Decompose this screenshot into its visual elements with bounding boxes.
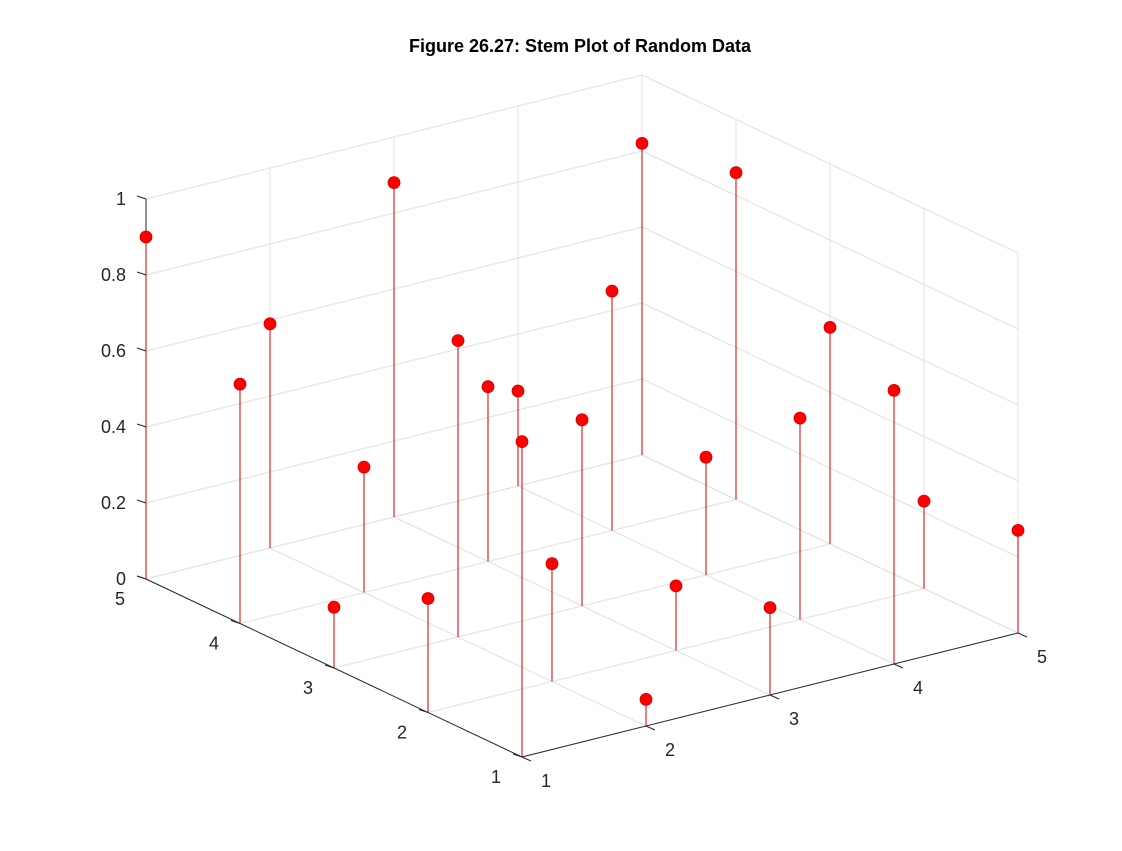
z-tick-mark xyxy=(136,423,147,428)
stem-marker xyxy=(515,435,529,449)
y-tick-mark xyxy=(324,664,335,669)
z-tick-label: 0.8 xyxy=(101,265,126,285)
y-tick-mark xyxy=(512,753,523,758)
x-tick-mark xyxy=(893,663,904,669)
stem-marker xyxy=(887,383,901,397)
z-tick-mark xyxy=(136,195,147,200)
stem-marker xyxy=(575,413,589,427)
z-tick-label: 1 xyxy=(116,189,126,209)
x-tick-label: 3 xyxy=(789,709,799,729)
y-tick-mark xyxy=(418,709,429,713)
stem-marker xyxy=(421,592,435,605)
stem-marker xyxy=(639,693,653,706)
x-tick-label: 4 xyxy=(913,678,923,698)
z-tick-label: 0.4 xyxy=(101,417,126,437)
x-tick-label: 2 xyxy=(665,740,675,760)
z-tick-label: 0 xyxy=(116,569,126,589)
x-tick-label: 1 xyxy=(541,771,551,791)
z-tick-mark xyxy=(136,499,147,504)
chart-title: Figure 26.27: Stem Plot of Random Data xyxy=(408,36,752,56)
stem-marker xyxy=(545,557,559,571)
y-tick-label: 4 xyxy=(209,634,219,654)
stem-marker xyxy=(357,460,371,474)
stem-marker xyxy=(451,334,465,348)
z-tick-mark xyxy=(136,271,147,276)
x-tick-mark xyxy=(1017,632,1028,638)
stem-marker xyxy=(233,377,247,391)
stem-marker xyxy=(605,284,619,298)
stem-marker xyxy=(763,601,777,614)
stems-layer xyxy=(145,143,1019,757)
stem-marker xyxy=(263,317,277,331)
y-tick-label: 1 xyxy=(491,767,501,787)
z-tick-label: 0.2 xyxy=(101,493,126,513)
markers-layer xyxy=(139,136,1025,706)
z-tick-mark xyxy=(136,575,147,580)
stem-marker xyxy=(1011,524,1025,537)
x-tick-mark xyxy=(645,725,656,731)
z-tick-label: 0.6 xyxy=(101,341,126,361)
right-wall-gridline-z xyxy=(641,150,1019,330)
x-tick-mark xyxy=(521,756,532,762)
y-tick-label: 5 xyxy=(115,589,125,609)
x-tick-label: 5 xyxy=(1037,647,1047,667)
y-tick-label: 2 xyxy=(397,723,407,743)
stem-marker xyxy=(635,136,649,150)
stem-marker xyxy=(481,380,495,394)
x-tick-mark xyxy=(769,694,780,700)
stem-marker xyxy=(511,384,525,398)
right-wall-gridline-z xyxy=(641,226,1019,406)
stem-marker xyxy=(699,450,713,464)
stem-marker xyxy=(139,230,153,244)
stem-marker xyxy=(669,579,683,593)
stem-marker xyxy=(823,320,837,334)
back-wall-gridline-z xyxy=(145,74,643,200)
y-tick-mark xyxy=(230,620,241,624)
stem-marker xyxy=(327,600,341,614)
stem-marker xyxy=(387,176,401,190)
stem-marker xyxy=(729,166,743,180)
y-tick-label: 3 xyxy=(303,678,313,698)
stem-marker xyxy=(917,494,931,508)
z-tick-mark xyxy=(136,347,147,352)
right-wall-gridline-z xyxy=(641,74,1019,254)
stem-marker xyxy=(793,411,807,425)
